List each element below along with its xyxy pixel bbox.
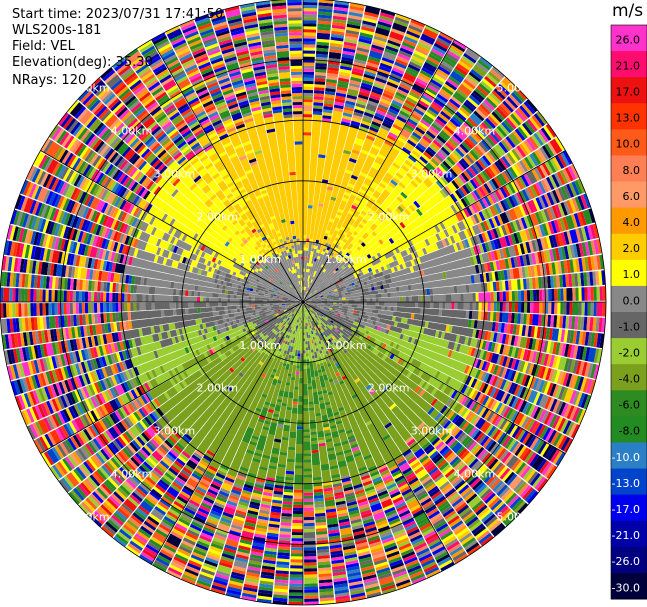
range-ring-label: 1.00km xyxy=(325,253,367,266)
range-ring-label: 3.00km xyxy=(411,167,453,180)
field-label: Field: VEL xyxy=(12,39,75,54)
azimuth-spoke xyxy=(151,39,455,565)
nrays-label: NRays: 120 xyxy=(12,73,87,88)
range-ring-label: 3.00km xyxy=(154,425,196,438)
gate-color-group xyxy=(9,8,587,587)
range-ring-label: 1.00km xyxy=(239,253,281,266)
range-ring-label: 4.00km xyxy=(454,467,496,480)
range-ring-label: 1.00km xyxy=(325,339,367,352)
range-ring-label: 2.00km xyxy=(197,382,239,395)
range-ring-label: 3.00km xyxy=(411,425,453,438)
range-ring-label: 4.00km xyxy=(454,125,496,138)
gate-color-group xyxy=(12,5,603,584)
range-ring-label: 2.00km xyxy=(368,210,410,223)
range-ring-label: 5.00km xyxy=(68,510,110,523)
gate-color-group xyxy=(6,2,591,602)
colorbar-unit: m/s xyxy=(612,1,644,21)
range-ring-label: 4.00km xyxy=(111,125,153,138)
gate-color-group xyxy=(0,20,597,599)
range-ring-label: 5.00km xyxy=(496,82,538,95)
site-label: WLS200s-181 xyxy=(12,23,102,38)
range-ring-label: 3.00km xyxy=(154,167,196,180)
range-ring-label: 5.00km xyxy=(68,82,110,95)
range-ring-label: 2.00km xyxy=(368,382,410,395)
range-ring-label: 5.00km xyxy=(496,510,538,523)
elevation-label: Elevation(deg): 35.30 xyxy=(12,55,153,70)
range-ring-label: 1.00km xyxy=(239,339,281,352)
range-ring-label: 4.00km xyxy=(111,467,153,480)
start-time-label: Start time: 2023/07/31 17:41:50 xyxy=(12,7,224,22)
range-ring-label: 2.00km xyxy=(197,210,239,223)
gate-color-group xyxy=(0,0,597,604)
